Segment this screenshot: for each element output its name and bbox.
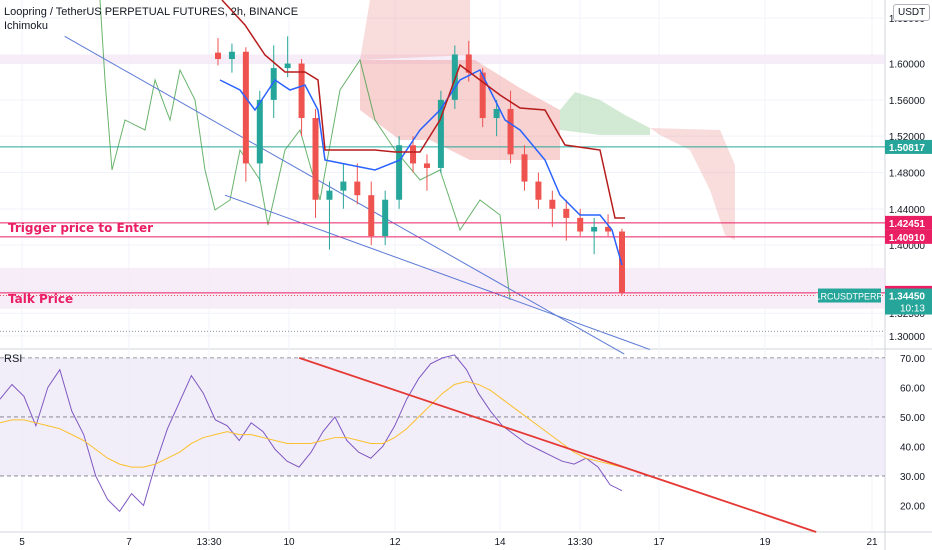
y-tick-label: 1.44000 xyxy=(889,205,926,216)
candle-body xyxy=(354,181,361,196)
candle-body xyxy=(507,108,514,155)
symbol-tag-label: LRCUSDTPERP xyxy=(815,292,882,302)
trendline-blue xyxy=(64,35,625,355)
ichimoku-cloud-bear xyxy=(360,60,560,160)
candle-body xyxy=(521,154,528,182)
y-tick-label: 1.48000 xyxy=(889,169,926,180)
rsi-y-tick-label: 20.00 xyxy=(900,501,925,512)
x-tick-label: 12 xyxy=(389,537,401,548)
candle-body xyxy=(215,52,221,60)
candle-body xyxy=(312,118,319,200)
trigger-annotation: Trigger price to Enter xyxy=(8,221,154,235)
rsi-trendline xyxy=(298,357,817,533)
current-price-label: 1.34450 xyxy=(889,292,926,303)
talk-annotation: Talk Price xyxy=(8,292,74,306)
candle-body xyxy=(340,181,347,191)
candle-body xyxy=(382,199,389,237)
rsi-y-tick-label: 50.00 xyxy=(900,413,925,424)
y-tick-label: 1.60000 xyxy=(889,60,926,71)
candle-body xyxy=(326,190,333,200)
y-tick-label: 1.32500 xyxy=(889,309,926,320)
x-tick-label: 14 xyxy=(494,537,506,548)
candle-body xyxy=(535,181,542,200)
indicator-label-rsi[interactable]: RSI xyxy=(4,353,23,365)
candle-body xyxy=(242,51,249,164)
candle-body xyxy=(465,54,472,73)
candle-body xyxy=(396,145,403,200)
ichimoku-cloud-bear xyxy=(360,0,470,60)
x-tick-label: 21 xyxy=(866,537,878,548)
current-price-tag xyxy=(885,288,932,315)
candle-body xyxy=(368,195,375,237)
rsi-y-tick-label: 60.00 xyxy=(900,383,925,394)
x-tick-label: 19 xyxy=(759,537,771,548)
price-level-tag xyxy=(885,139,932,154)
y-tick-label: 1.40000 xyxy=(889,241,926,252)
ichimoku-conversion-line xyxy=(219,68,623,266)
price-level-tag xyxy=(885,229,932,244)
candle-body xyxy=(605,226,612,232)
candle-body xyxy=(423,163,430,168)
countdown-label: 10:13 xyxy=(900,304,925,315)
x-tick-label: 5 xyxy=(19,537,25,548)
rsi-ma-line xyxy=(0,380,623,468)
candle-body xyxy=(298,63,305,119)
candle-body xyxy=(591,226,598,232)
trendline-blue xyxy=(224,194,651,351)
ichimoku-cloud-bear xyxy=(650,128,735,240)
candle-body xyxy=(577,217,584,232)
ichimoku-base-line xyxy=(221,0,625,219)
y-tick-label: 1.56000 xyxy=(889,96,926,107)
candle-body xyxy=(437,99,444,168)
price-level-label: 1.42451 xyxy=(889,219,926,230)
candle-body xyxy=(228,51,235,60)
x-tick-label: 10 xyxy=(283,537,295,548)
x-tick-label: 7 xyxy=(126,537,132,548)
y-tick-label: 1.52000 xyxy=(889,132,926,143)
currency-button[interactable]: USDT xyxy=(893,4,931,21)
x-tick-label: 13:30 xyxy=(196,537,221,548)
x-tick-label: 17 xyxy=(653,537,665,548)
candle-body xyxy=(410,145,417,164)
candle-body xyxy=(256,99,263,164)
candle-body xyxy=(493,108,500,119)
rsi-y-tick-label: 70.00 xyxy=(900,354,925,365)
price-level-tag xyxy=(885,215,932,230)
rsi-y-tick-label: 40.00 xyxy=(900,442,925,453)
candle-body xyxy=(549,199,556,209)
candle-body xyxy=(479,72,486,119)
support-zone xyxy=(0,54,885,64)
rsi-y-tick-label: 30.00 xyxy=(900,472,925,483)
x-tick-label: 13:30 xyxy=(567,537,592,548)
chart-title: Loopring / TetherUS PERPETUAL FUTURES, 2… xyxy=(4,6,299,18)
candle-body xyxy=(270,68,277,100)
candle-body xyxy=(563,208,570,218)
rsi-line xyxy=(0,354,623,513)
price-level-label: 1.50817 xyxy=(889,143,926,154)
symbol-tag xyxy=(818,288,881,303)
candle-body xyxy=(284,63,291,69)
candle-body xyxy=(619,231,625,293)
price-level-label: 1.40910 xyxy=(889,233,926,244)
ichimoku-lagging-span xyxy=(99,0,511,301)
ichimoku-cloud-bull xyxy=(560,92,650,135)
indicator-label-ichimoku[interactable]: Ichimoku xyxy=(4,20,49,32)
y-tick-label: 1.30000 xyxy=(889,332,926,343)
